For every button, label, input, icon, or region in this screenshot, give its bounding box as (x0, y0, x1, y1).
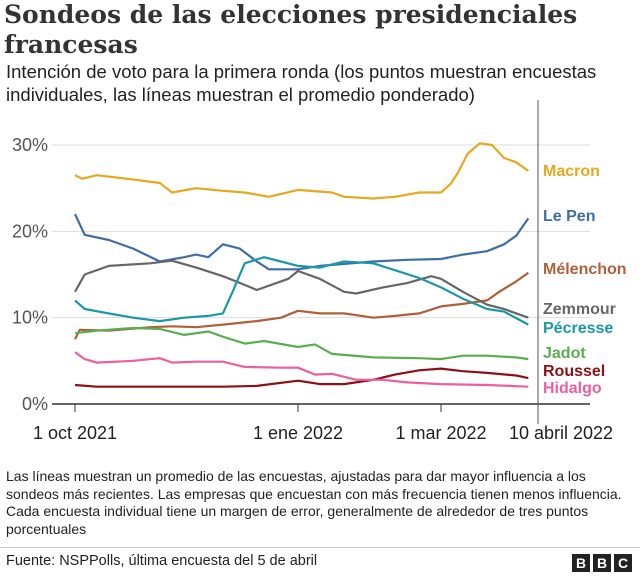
series-label: Mélenchon (543, 261, 627, 278)
series-line-zemmour (74, 259, 529, 319)
x-tick-label: 1 mar 2022 (396, 423, 487, 443)
series-line-jadot (74, 326, 529, 361)
source-text: Fuente: NSPPolls, última encuesta del 5 … (6, 553, 318, 569)
line-chart: 0% 10% 20% 30% 1 oct 2021 1 ene 2022 1 mar 202… (12, 100, 627, 443)
series-label: Pécresse (543, 320, 613, 337)
series-line-pcresse (74, 256, 529, 326)
series-label: Macron (543, 163, 600, 180)
chart-subtitle: Intención de voto para la primera ronda … (6, 61, 597, 105)
series-line-hidalgo (74, 351, 529, 388)
series-line-lepen (74, 213, 530, 271)
series-line-roussel (74, 367, 529, 388)
bbc-logo: B B C (572, 554, 632, 572)
logo-letter: C (614, 554, 632, 572)
series-label: Zemmour (543, 301, 616, 318)
logo-letter: B (572, 554, 590, 572)
x-tick-label: 1 ene 2022 (253, 423, 343, 443)
series-label: Roussel (543, 363, 605, 380)
chart-title: Sondeos de las elecciones presidenciales… (4, 0, 578, 59)
y-tick-label: 10% (12, 308, 48, 328)
footer-divider (0, 547, 640, 548)
logo-letter: B (593, 554, 611, 572)
y-tick-label: 0% (22, 394, 48, 414)
series-line-macron (74, 142, 529, 200)
series-label: Le Pen (543, 208, 595, 225)
series-label: Jadot (543, 345, 586, 362)
x-tick-label: 10 abril 2022 (509, 423, 613, 443)
series-label: Hidalgo (543, 380, 602, 397)
y-tick-label: 30% (12, 135, 48, 155)
x-tick-label: 1 oct 2021 (33, 423, 117, 443)
methodology-note: Las líneas muestran un promedio de las e… (6, 468, 622, 537)
y-tick-label: 20% (12, 221, 48, 241)
